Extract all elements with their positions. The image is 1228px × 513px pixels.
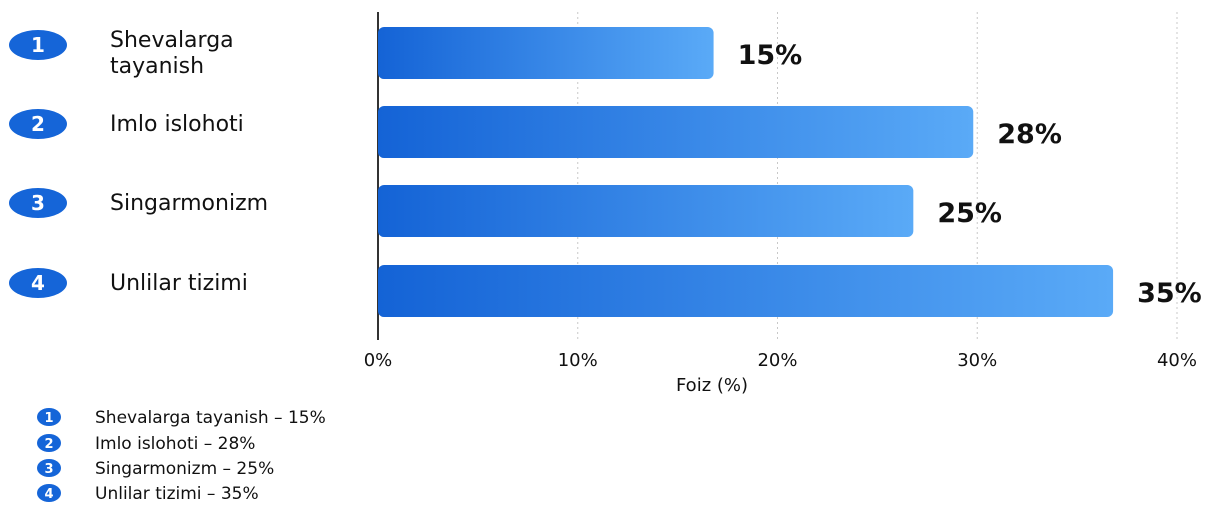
category-label: Unlilar tizimi (110, 271, 248, 296)
legend-entry: Unlilar tizimi – 35% (95, 484, 259, 504)
category-badge (9, 109, 67, 139)
bar (378, 185, 914, 237)
category-badge (9, 188, 67, 218)
x-tick-label: 40% (1157, 350, 1197, 371)
legend-badge-number: 3 (44, 462, 53, 477)
data-label: 25% (937, 198, 1002, 229)
legend-badge (37, 408, 61, 426)
data-label: 28% (997, 119, 1062, 150)
x-tick-label: 30% (957, 350, 997, 371)
bar (378, 106, 974, 158)
legend-entry: Imlo islohoti – 28% (95, 434, 255, 454)
category-badge (9, 30, 67, 60)
bar (378, 265, 1114, 317)
category-label: Shevalarga (110, 28, 234, 53)
category-label: tayanish (110, 54, 204, 79)
x-tick-label: 0% (364, 350, 393, 371)
category-badge-number: 2 (31, 112, 45, 136)
bar (378, 27, 714, 79)
legend-badge-number: 4 (44, 487, 53, 502)
legend-entry: Singarmonizm – 25% (95, 459, 274, 479)
category-badge-number: 4 (31, 271, 45, 295)
legend-badge-number: 1 (44, 411, 53, 426)
data-label: 15% (738, 40, 803, 71)
category-label: Singarmonizm (110, 191, 268, 216)
category-badge (9, 268, 67, 298)
legend-badge (37, 434, 61, 452)
data-label: 35% (1137, 278, 1202, 309)
legend-entry: Shevalarga tayanish – 15% (95, 408, 326, 428)
legend-badge-number: 2 (44, 437, 53, 452)
category-badge-number: 3 (31, 191, 45, 215)
legend-badge (37, 459, 61, 477)
legend-badge (37, 484, 61, 502)
x-tick-label: 20% (757, 350, 797, 371)
x-tick-label: 10% (558, 350, 598, 371)
x-axis-label: Foiz (%) (676, 375, 748, 396)
category-badge-number: 1 (31, 33, 45, 57)
category-label: Imlo islohoti (110, 112, 244, 137)
